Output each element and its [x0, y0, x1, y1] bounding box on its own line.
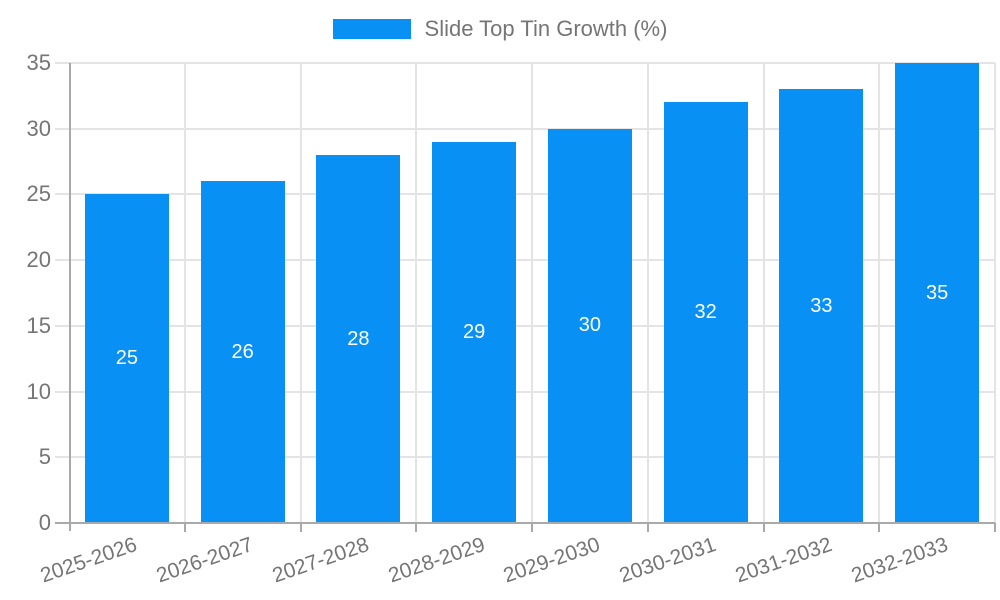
y-gridline [55, 456, 995, 459]
x-axis-category-label: 2030-2031 [616, 533, 720, 588]
bar-value-label: 26 [231, 340, 254, 363]
y-gridline [55, 259, 995, 262]
x-axis-tick [878, 523, 881, 532]
x-axis-category-label: 2029-2030 [500, 533, 604, 588]
bar-value-label: 32 [694, 301, 717, 324]
x-gridline [994, 63, 996, 523]
bar[interactable]: 32 [663, 102, 748, 523]
x-gridline [646, 63, 649, 523]
bar[interactable]: 28 [316, 155, 401, 523]
bar[interactable]: 29 [432, 141, 517, 523]
y-axis-tick-label: 35 [26, 50, 51, 75]
bar[interactable]: 35 [895, 63, 980, 523]
legend-swatch [332, 19, 411, 39]
y-axis-line [69, 63, 71, 531]
y-axis-tick-label: 0 [38, 510, 51, 535]
legend-label: Slide Top Tin Growth (%) [424, 16, 668, 41]
x-gridline [183, 63, 186, 523]
y-axis-tick-label: 15 [26, 312, 51, 338]
y-gridline [55, 390, 995, 393]
x-axis-tick [299, 523, 302, 532]
x-axis-category-label: 2028-2029 [385, 533, 488, 588]
y-gridline [55, 127, 995, 130]
bar[interactable]: 30 [547, 128, 632, 523]
x-gridline [415, 63, 418, 523]
y-gridline [55, 193, 995, 196]
bar-value-label: 30 [578, 314, 601, 337]
y-axis-tick-label: 5 [38, 444, 51, 470]
x-axis-category-label: 2031-2032 [732, 533, 835, 588]
bar-value-label: 33 [810, 294, 833, 317]
x-axis-tick [183, 523, 186, 532]
bar[interactable]: 33 [779, 89, 864, 523]
y-axis-tick-label: 10 [26, 378, 51, 404]
x-axis-tick [415, 523, 418, 532]
bar-value-label: 35 [926, 281, 949, 304]
x-axis-tick [646, 523, 649, 532]
x-axis-line [55, 522, 995, 524]
legend[interactable]: Slide Top Tin Growth (%) [0, 16, 1000, 42]
bar-value-label: 25 [115, 347, 138, 370]
x-gridline [531, 63, 533, 523]
y-axis-tick-label: 30 [26, 115, 51, 141]
bar[interactable]: 26 [200, 181, 285, 523]
x-axis-tick [762, 523, 765, 532]
y-axis-tick-label: 20 [26, 247, 51, 273]
x-axis-tick [531, 523, 533, 532]
bar[interactable]: 25 [84, 194, 169, 523]
y-axis-tick-label: 25 [26, 181, 51, 207]
x-axis-category-label: 2026-2027 [153, 533, 257, 588]
x-axis-category-label: 2027-2028 [269, 533, 372, 588]
x-gridline [299, 63, 302, 523]
y-gridline [55, 324, 995, 327]
x-gridline [762, 63, 765, 523]
x-axis-category-label: 2025-2026 [37, 533, 141, 588]
y-gridline [55, 62, 995, 64]
plot-area: 0 5 10 15 20 25 30 35 25 26 28 29 30 32 33 35 2025-2026 2… [27, 50, 996, 587]
x-gridline [878, 63, 881, 523]
x-axis-tick [994, 523, 996, 532]
bar-value-label: 28 [347, 327, 370, 350]
bar-value-label: 29 [463, 320, 486, 343]
x-axis-category-label: 2032-2033 [848, 533, 951, 588]
